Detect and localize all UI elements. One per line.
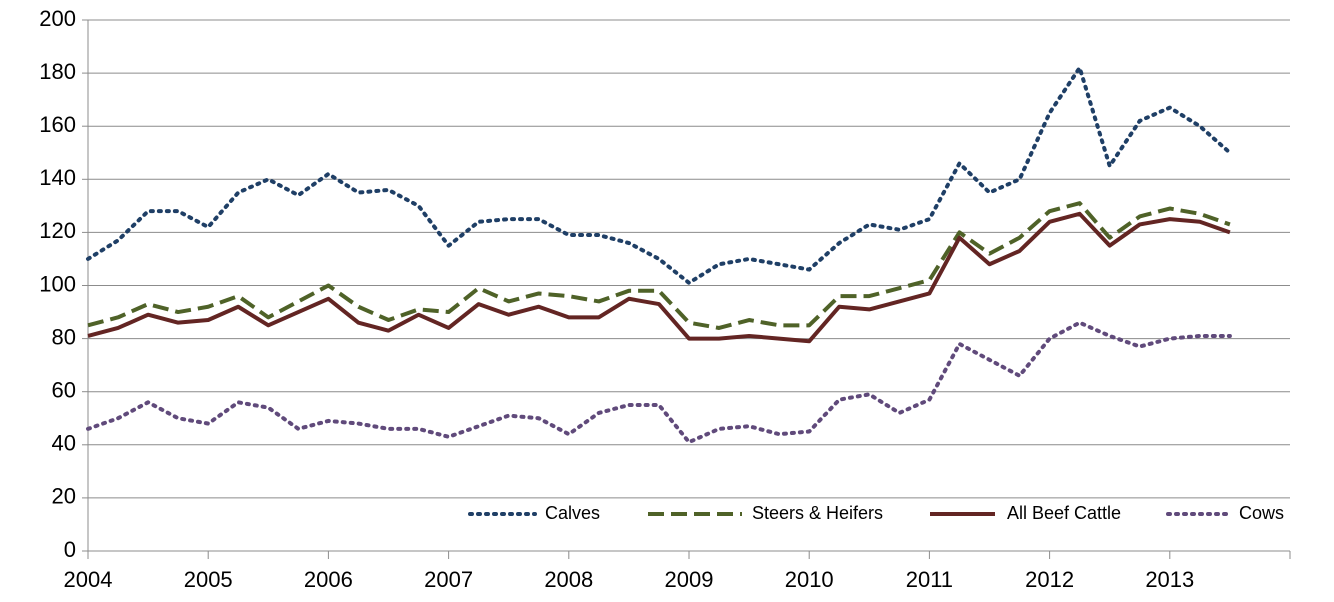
- x-tick-label: 2010: [785, 567, 834, 592]
- y-tick-label: 60: [52, 378, 76, 403]
- x-tick-label: 2007: [424, 567, 473, 592]
- y-tick-label: 200: [39, 6, 76, 31]
- y-tick-label: 0: [64, 537, 76, 562]
- series-line: [87, 201, 1231, 330]
- legend-label: Calves: [545, 503, 600, 523]
- series-line: [86, 320, 1232, 445]
- series-line: [86, 65, 1232, 285]
- y-tick-label: 160: [39, 112, 76, 137]
- y-tick-label: 100: [39, 271, 76, 296]
- legend-label: Cows: [1239, 503, 1284, 523]
- x-tick-label: 2004: [64, 567, 113, 592]
- y-tick-label: 80: [52, 324, 76, 349]
- y-tick-label: 140: [39, 165, 76, 190]
- y-tick-label: 20: [52, 484, 76, 509]
- y-tick-label: 40: [52, 431, 76, 456]
- x-tick-label: 2011: [906, 567, 953, 592]
- x-tick-label: 2012: [1025, 567, 1074, 592]
- legend-label: All Beef Cattle: [1007, 503, 1121, 523]
- x-tick-label: 2005: [184, 567, 233, 592]
- x-tick-label: 2006: [304, 567, 353, 592]
- x-tick-label: 2013: [1145, 567, 1194, 592]
- y-tick-label: 120: [39, 218, 76, 243]
- legend-label: Steers & Heifers: [752, 503, 883, 523]
- y-tick-label: 180: [39, 59, 76, 84]
- x-tick-label: 2008: [544, 567, 593, 592]
- series-line: [87, 211, 1231, 344]
- x-tick-label: 2009: [665, 567, 714, 592]
